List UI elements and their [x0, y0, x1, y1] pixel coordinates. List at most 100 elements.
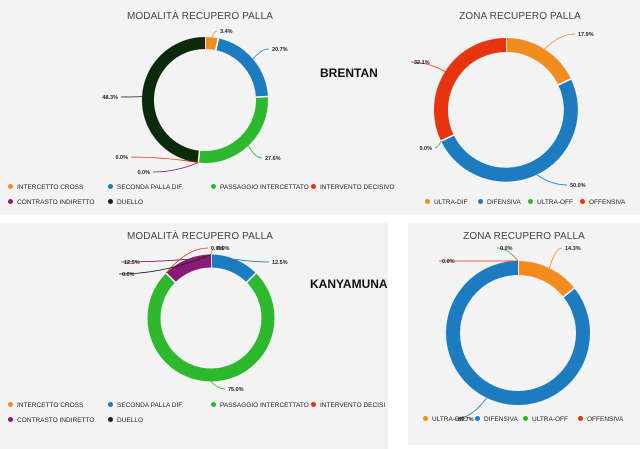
slice-separator	[440, 134, 454, 142]
data-label: 48.3%	[102, 95, 118, 101]
label-leader-line	[548, 247, 563, 269]
legend-label: ULTRA-DIF	[432, 416, 466, 423]
label-leader-line	[536, 174, 568, 186]
legend-label: INTERVENTO DECISI	[320, 402, 386, 409]
legend-marker	[8, 402, 13, 407]
legend-item[interactable]: ULTRA-OFF	[523, 416, 568, 424]
legend-item[interactable]: ULTRA-DIF	[425, 199, 467, 207]
donut-chart-modalita-kanyamuna: 0.0% 12.5% 75.0% 0.0% 12.5% 0.0%	[118, 246, 288, 393]
legend-label: ULTRA-OFF	[537, 199, 573, 206]
donut-slice-2	[210, 254, 256, 283]
chart-title: MODALITÀ RECUPERO PALLA	[126, 231, 274, 242]
legend-marker	[108, 184, 113, 189]
data-label: 0.0%	[419, 146, 432, 152]
donut-slice-1	[204, 37, 219, 51]
legend-label: DUELLO	[117, 417, 144, 424]
donut-slice-2	[446, 261, 590, 405]
legend-item[interactable]: INTERVENTO DECISI	[311, 402, 385, 410]
legend-item[interactable]: CONTRASTO INDIRETTO	[8, 199, 94, 207]
data-label: 0.0%	[115, 155, 128, 161]
label-leader-line	[165, 247, 209, 274]
chart-title: ZONA RECUPERO PALLA	[459, 11, 581, 22]
legend-label: INTERVENTO DECISIVO	[320, 184, 395, 191]
legend-item[interactable]: CONTRASTO INDIRETTO	[8, 417, 94, 425]
chart-title: MODALITÀ RECUPERO PALLA	[126, 11, 274, 22]
legend-label: PASSAGGIO INTERCETTATO	[220, 184, 309, 191]
legend-item[interactable]: ULTRA-DIF	[423, 416, 465, 424]
legend-marker	[578, 416, 583, 421]
legend-label: SECONDA PALLA DIF.	[117, 184, 184, 191]
slice-separator	[246, 272, 257, 283]
slice-separator	[255, 95, 268, 98]
data-label: 75.0%	[228, 387, 244, 393]
donut-slice-1	[505, 38, 571, 86]
data-label: 50.0%	[570, 183, 586, 189]
legend-label: ULTRA-OFF	[532, 416, 568, 423]
data-label: 85.7%	[458, 417, 474, 423]
legend-item[interactable]: INTERCETTO CROSS	[8, 184, 83, 192]
label-leader-line	[248, 145, 263, 159]
legend-marker	[311, 402, 316, 407]
data-label: 27.6%	[265, 156, 281, 162]
legend-label: INTERCETTO CROSS	[17, 184, 84, 191]
legend-marker	[423, 416, 428, 421]
legend-item[interactable]: DUELLO	[108, 417, 143, 425]
legend-item[interactable]: PASSAGGIO INTERCETTATO	[211, 184, 309, 192]
legend-marker	[425, 199, 430, 204]
data-label: 12.5%	[124, 260, 140, 266]
label-leader-line	[120, 258, 187, 263]
legend-item[interactable]: DIFENSIVA	[475, 416, 518, 424]
legend-label: DUELLO	[117, 199, 144, 206]
legend-marker	[108, 417, 113, 422]
slice-separator	[215, 38, 220, 51]
data-label: 0.0%	[211, 246, 224, 252]
data-label: 0.0%	[442, 259, 455, 265]
legend-item[interactable]: SECONDA PALLA DIF.	[108, 402, 183, 410]
legend-marker	[311, 184, 316, 189]
legend-item[interactable]: INTERCETTO CROSS	[8, 402, 83, 410]
brentan-zona-panel: ZONA RECUPERO PALLA 17.9% 50.0% 0.0% 32.1% …	[400, 0, 640, 215]
chart-title: ZONA RECUPERO PALLA	[463, 231, 585, 242]
legend-item[interactable]: DUELLO	[108, 199, 143, 207]
donut-slice-3	[198, 96, 268, 163]
legend-label: SECONDA PALLA DIF.	[117, 402, 184, 409]
donut-slice-6	[142, 37, 206, 163]
donut-slice-2	[441, 78, 578, 182]
data-label: 14.3%	[565, 246, 581, 252]
legend-label: ULTRA-DIF	[434, 199, 468, 206]
legend-marker	[580, 199, 585, 204]
legend-marker	[211, 402, 216, 407]
legend-marker	[523, 416, 528, 421]
legend-label: DIFENSIVA	[484, 416, 518, 423]
donut-slice-1	[517, 261, 575, 298]
donut-slice-3	[147, 273, 275, 382]
legend-label: CONTRASTO INDIRETTO	[17, 199, 95, 206]
kanyamuna-zona-panel: ZONA RECUPERO PALLA 14.3% 85.7% 0.0% 0.0% U…	[408, 223, 640, 445]
label-leader-line	[211, 30, 218, 38]
label-leader-line	[210, 247, 215, 255]
legend-item[interactable]: SECONDA PALLA DIF.	[108, 184, 183, 192]
label-leader-line	[210, 381, 226, 390]
legend-marker	[478, 199, 483, 204]
data-label: 12.5%	[272, 260, 288, 266]
data-label: 0.0%	[137, 170, 150, 176]
data-label: 3.4%	[220, 29, 233, 35]
legend-item[interactable]: INTERVENTO DECISIVO	[311, 184, 395, 192]
donut-slice-4	[434, 38, 507, 142]
player-name-kanyamuna: KANYAMUNA	[310, 277, 388, 291]
slice-separator	[562, 287, 575, 298]
legend-marker	[108, 199, 113, 204]
legend-item[interactable]: PASSAGGIO INTERCETTATO	[211, 402, 309, 410]
legend-marker	[211, 184, 216, 189]
label-leader-line	[252, 48, 270, 60]
legend-item[interactable]: OFFENSIVA	[578, 416, 623, 424]
legend-item[interactable]: DIFENSIVA	[478, 199, 521, 207]
legend-item[interactable]: ULTRA-OFF	[528, 199, 573, 207]
donut-slice-5	[166, 254, 212, 283]
legend-label: DIFENSIVA	[487, 199, 521, 206]
data-label: 0.0%	[217, 246, 230, 252]
legend-item[interactable]: OFFENSIVA	[580, 199, 625, 207]
data-label: 20.7%	[272, 47, 288, 53]
label-leader-line	[434, 140, 442, 149]
donut-chart-zona-brentan: 17.9% 50.0% 0.0% 32.1%	[410, 32, 594, 189]
